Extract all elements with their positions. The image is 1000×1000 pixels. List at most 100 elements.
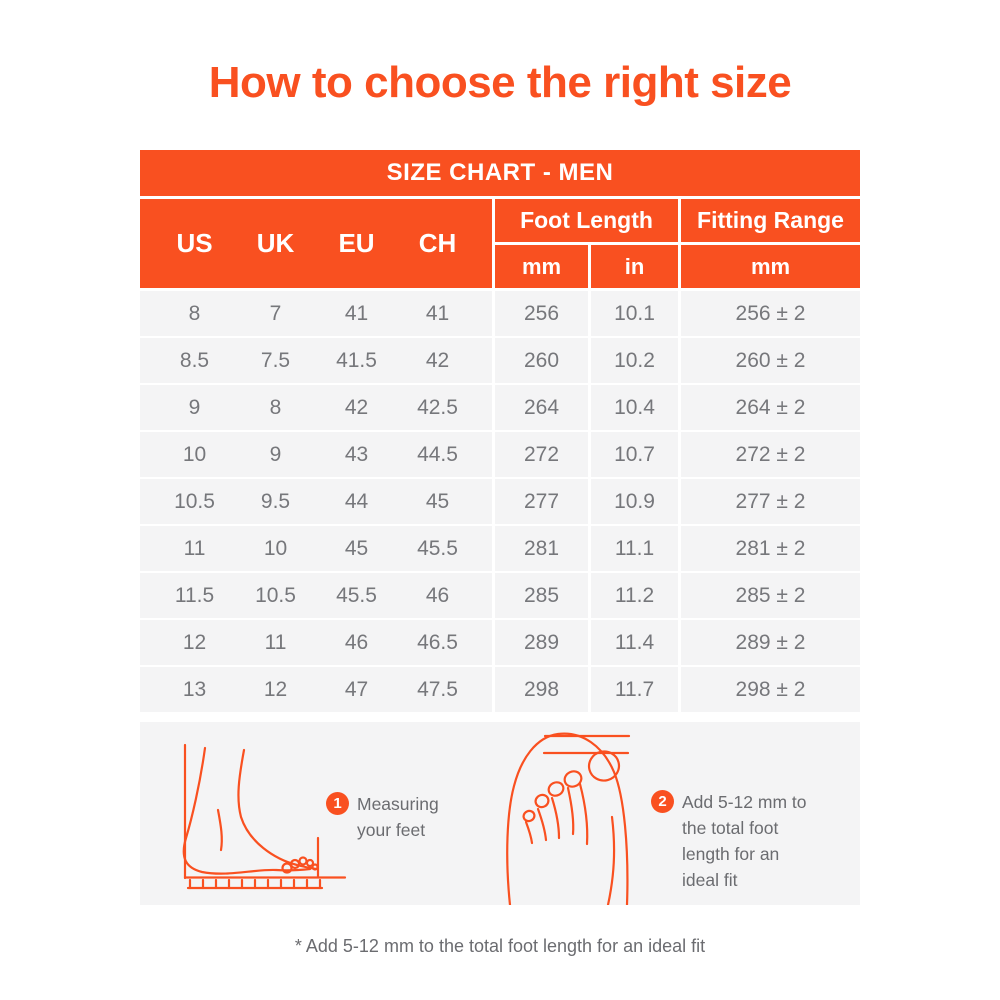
fitting-range-value: 260 ± 2 <box>681 338 860 383</box>
us-size-value: 11.5 <box>174 583 215 607</box>
ch-size-value: 44.5 <box>417 442 458 466</box>
ch-size-value: 45 <box>425 489 450 513</box>
eu-size-value: 45.5 <box>336 583 377 607</box>
page-title: How to choose the right size <box>208 58 792 107</box>
size-values-cell: 10.5 9.5 44 45 <box>140 479 492 524</box>
uk-size-value: 9 <box>269 442 282 466</box>
table-row: 11 10 45 45.5 281 11.1 281 ± 2 <box>140 526 860 571</box>
us-size-value: 8.5 <box>179 348 210 372</box>
ch-size-value: 42 <box>425 348 450 372</box>
uk-size-value: 10.5 <box>255 583 296 607</box>
eu-size-value: 47 <box>344 677 369 701</box>
uk-size-value: 7 <box>269 301 282 325</box>
foot-length-mm-value: 285 <box>495 573 588 618</box>
table-row: 10.5 9.5 44 45 277 10.9 277 ± 2 <box>140 479 860 524</box>
us-size-value: 12 <box>182 630 207 654</box>
size-values-cell: 13 12 47 47.5 <box>140 667 492 712</box>
foot-length-mm-value: 277 <box>495 479 588 524</box>
table-row: 11.5 10.5 45.5 46 285 11.2 285 ± 2 <box>140 573 860 618</box>
fitting-range-value: 285 ± 2 <box>681 573 860 618</box>
ch-size-value: 42.5 <box>417 395 458 419</box>
foot-length-in-value: 11.2 <box>591 573 678 618</box>
us-size-value: 10 <box>182 442 207 466</box>
foot-length-in-value: 10.4 <box>591 385 678 430</box>
foot-length-mm-value: 264 <box>495 385 588 430</box>
foot-length-in-value: 10.1 <box>591 291 678 336</box>
fitting-range-value: 256 ± 2 <box>681 291 860 336</box>
foot-length-mm-value: 272 <box>495 432 588 477</box>
foot-length-mm-value: 281 <box>495 526 588 571</box>
size-values-cell: 9 8 42 42.5 <box>140 385 492 430</box>
uk-size-value: 7.5 <box>260 348 291 372</box>
foot-length-in-value: 10.7 <box>591 432 678 477</box>
foot-length-unit-mm: mm <box>495 245 588 288</box>
us-size-value: 10.5 <box>174 489 215 513</box>
table-row: 13 12 47 47.5 298 11.7 298 ± 2 <box>140 667 860 712</box>
uk-size-value: 8 <box>269 395 282 419</box>
fitting-range-value: 281 ± 2 <box>681 526 860 571</box>
ch-size-value: 45.5 <box>417 536 458 560</box>
size-values-cell: 10 9 43 44.5 <box>140 432 492 477</box>
size-values-cell: 11 10 45 45.5 <box>140 526 492 571</box>
fitting-range-unit-mm: mm <box>681 245 860 288</box>
header-uk: UK <box>256 228 295 258</box>
eu-size-value: 43 <box>344 442 369 466</box>
step-2-text: Add 5-12 mm to the total foot length for… <box>682 792 807 890</box>
eu-size-value: 41.5 <box>336 348 377 372</box>
foot-length-in-value: 11.7 <box>591 667 678 712</box>
fitting-range-value: 298 ± 2 <box>681 667 860 712</box>
eu-size-value: 41 <box>344 301 369 325</box>
foot-length-in-value: 11.4 <box>591 620 678 665</box>
size-values-cell: 8 7 41 41 <box>140 291 492 336</box>
foot-length-in-value: 10.2 <box>591 338 678 383</box>
uk-size-value: 12 <box>263 677 288 701</box>
foot-length-unit-in: in <box>591 245 678 288</box>
step-1-badge: 1 <box>326 792 349 815</box>
header-ch: CH <box>418 228 457 258</box>
foot-length-mm-value: 256 <box>495 291 588 336</box>
uk-size-value: 11 <box>264 630 287 654</box>
foot-top-view-icon <box>506 732 631 905</box>
table-row: 12 11 46 46.5 289 11.4 289 ± 2 <box>140 620 860 665</box>
table-row: 8.5 7.5 41.5 42 260 10.2 260 ± 2 <box>140 338 860 383</box>
eu-size-value: 42 <box>344 395 369 419</box>
us-size-value: 8 <box>188 301 201 325</box>
us-size-value: 11 <box>183 536 206 560</box>
foot-measuring-illustrations <box>182 732 631 905</box>
us-size-value: 13 <box>182 677 207 701</box>
table-title-banner: SIZE CHART - MEN <box>140 150 860 196</box>
table-body: 8 7 41 41 256 10.1 256 ± 2 8.5 7.5 41.5 … <box>140 291 860 712</box>
fitting-range-value: 277 ± 2 <box>681 479 860 524</box>
foot-length-header: Foot Length <box>495 199 678 242</box>
fitting-range-value: 264 ± 2 <box>681 385 860 430</box>
ch-size-value: 41 <box>425 301 450 325</box>
measuring-instructions-panel: 1 Measuring your feet 2 Add 5-12 mm to t… <box>140 722 860 905</box>
foot-length-mm-value: 298 <box>495 667 588 712</box>
table-row: 10 9 43 44.5 272 10.7 272 ± 2 <box>140 432 860 477</box>
header-eu: EU <box>338 228 375 258</box>
uk-size-value: 10 <box>263 536 288 560</box>
eu-size-value: 45 <box>344 536 369 560</box>
size-values-cell: 8.5 7.5 41.5 42 <box>140 338 492 383</box>
footnote: * Add 5-12 mm to the total foot length f… <box>294 936 706 956</box>
size-chart-table: SIZE CHART - MEN US UK EU CH Foot Length… <box>140 150 860 712</box>
foot-length-in-value: 10.9 <box>591 479 678 524</box>
eu-size-value: 46 <box>344 630 369 654</box>
ch-size-value: 46.5 <box>417 630 458 654</box>
uk-size-value: 9.5 <box>260 489 291 513</box>
foot-side-view-icon <box>182 743 347 890</box>
fitting-range-value: 272 ± 2 <box>681 432 860 477</box>
foot-length-mm-value: 260 <box>495 338 588 383</box>
fitting-range-header: Fitting Range <box>681 199 860 242</box>
size-values-cell: 11.5 10.5 45.5 46 <box>140 573 492 618</box>
step-1-text: Measuring your feet <box>357 794 439 840</box>
size-values-cell: 12 11 46 46.5 <box>140 620 492 665</box>
foot-length-in-value: 11.1 <box>591 526 678 571</box>
ch-size-value: 47.5 <box>417 677 458 701</box>
header-us: US <box>176 228 213 258</box>
table-header: US UK EU CH Foot Length Fitting Range mm… <box>140 199 860 288</box>
table-row: 8 7 41 41 256 10.1 256 ± 2 <box>140 291 860 336</box>
foot-length-mm-value: 289 <box>495 620 588 665</box>
fitting-range-value: 289 ± 2 <box>681 620 860 665</box>
eu-size-value: 44 <box>344 489 369 513</box>
